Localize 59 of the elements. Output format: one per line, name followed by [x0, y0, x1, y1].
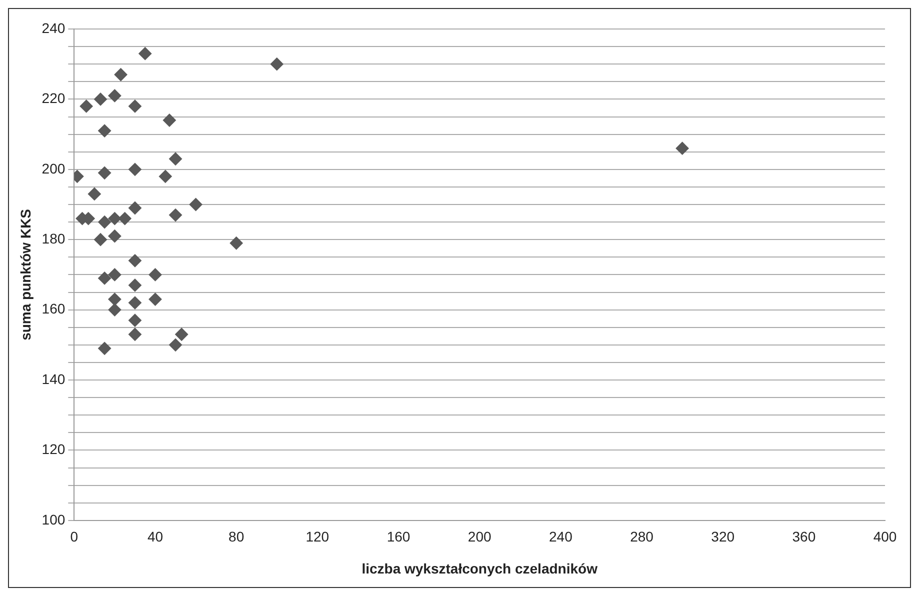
- point: [158, 170, 172, 183]
- x-axis-title: liczba wykształconych czeladników: [362, 560, 598, 576]
- point: [676, 142, 689, 155]
- y-tick-label: 160: [42, 300, 66, 317]
- point: [98, 342, 112, 355]
- x-tick-label: 280: [630, 528, 654, 545]
- point: [98, 166, 112, 180]
- y-tick-label: 200: [42, 160, 66, 176]
- y-tick-label: 240: [42, 20, 66, 36]
- point: [128, 278, 142, 292]
- x-tick-label: 120: [306, 528, 330, 545]
- point: [169, 152, 182, 166]
- point: [94, 92, 108, 106]
- x-tick-label: 40: [147, 528, 164, 545]
- point: [128, 254, 142, 268]
- point: [108, 212, 122, 226]
- point: [80, 100, 93, 113]
- x-tick-label: 200: [468, 528, 492, 545]
- point: [108, 230, 122, 243]
- x-tick-label: 360: [792, 528, 816, 545]
- y-tick-label: 180: [42, 230, 66, 246]
- y-tick-label: 120: [42, 441, 66, 458]
- point: [98, 272, 112, 285]
- point: [98, 216, 112, 229]
- point: [118, 212, 132, 226]
- point: [128, 202, 142, 215]
- point: [169, 208, 182, 222]
- point: [148, 268, 162, 282]
- x-tick-label: 80: [228, 528, 244, 545]
- point: [270, 58, 284, 71]
- y-tick-label: 220: [42, 90, 66, 106]
- point: [138, 47, 152, 60]
- point: [94, 233, 108, 246]
- y-axis-title: suma punktów KKS: [17, 208, 34, 340]
- point: [108, 268, 122, 282]
- point: [162, 114, 176, 127]
- point: [189, 198, 202, 211]
- point: [169, 338, 182, 352]
- x-tick-label: 160: [386, 528, 410, 545]
- point: [230, 236, 243, 250]
- point: [175, 328, 188, 341]
- point: [128, 314, 142, 327]
- point: [128, 296, 142, 310]
- point: [148, 292, 162, 306]
- x-tick-label: 400: [873, 528, 897, 545]
- point: [114, 68, 128, 82]
- point: [108, 303, 122, 316]
- x-tick-label: 240: [548, 528, 573, 545]
- y-tick-label: 100: [42, 511, 66, 528]
- point: [98, 124, 112, 138]
- point: [128, 162, 142, 176]
- point: [128, 328, 142, 341]
- point: [108, 292, 122, 306]
- point: [128, 100, 142, 113]
- point: [88, 187, 101, 200]
- x-tick-label: 0: [70, 528, 78, 545]
- y-tick-label: 140: [42, 370, 66, 387]
- point: [108, 89, 122, 102]
- x-tick-label: 320: [711, 528, 735, 545]
